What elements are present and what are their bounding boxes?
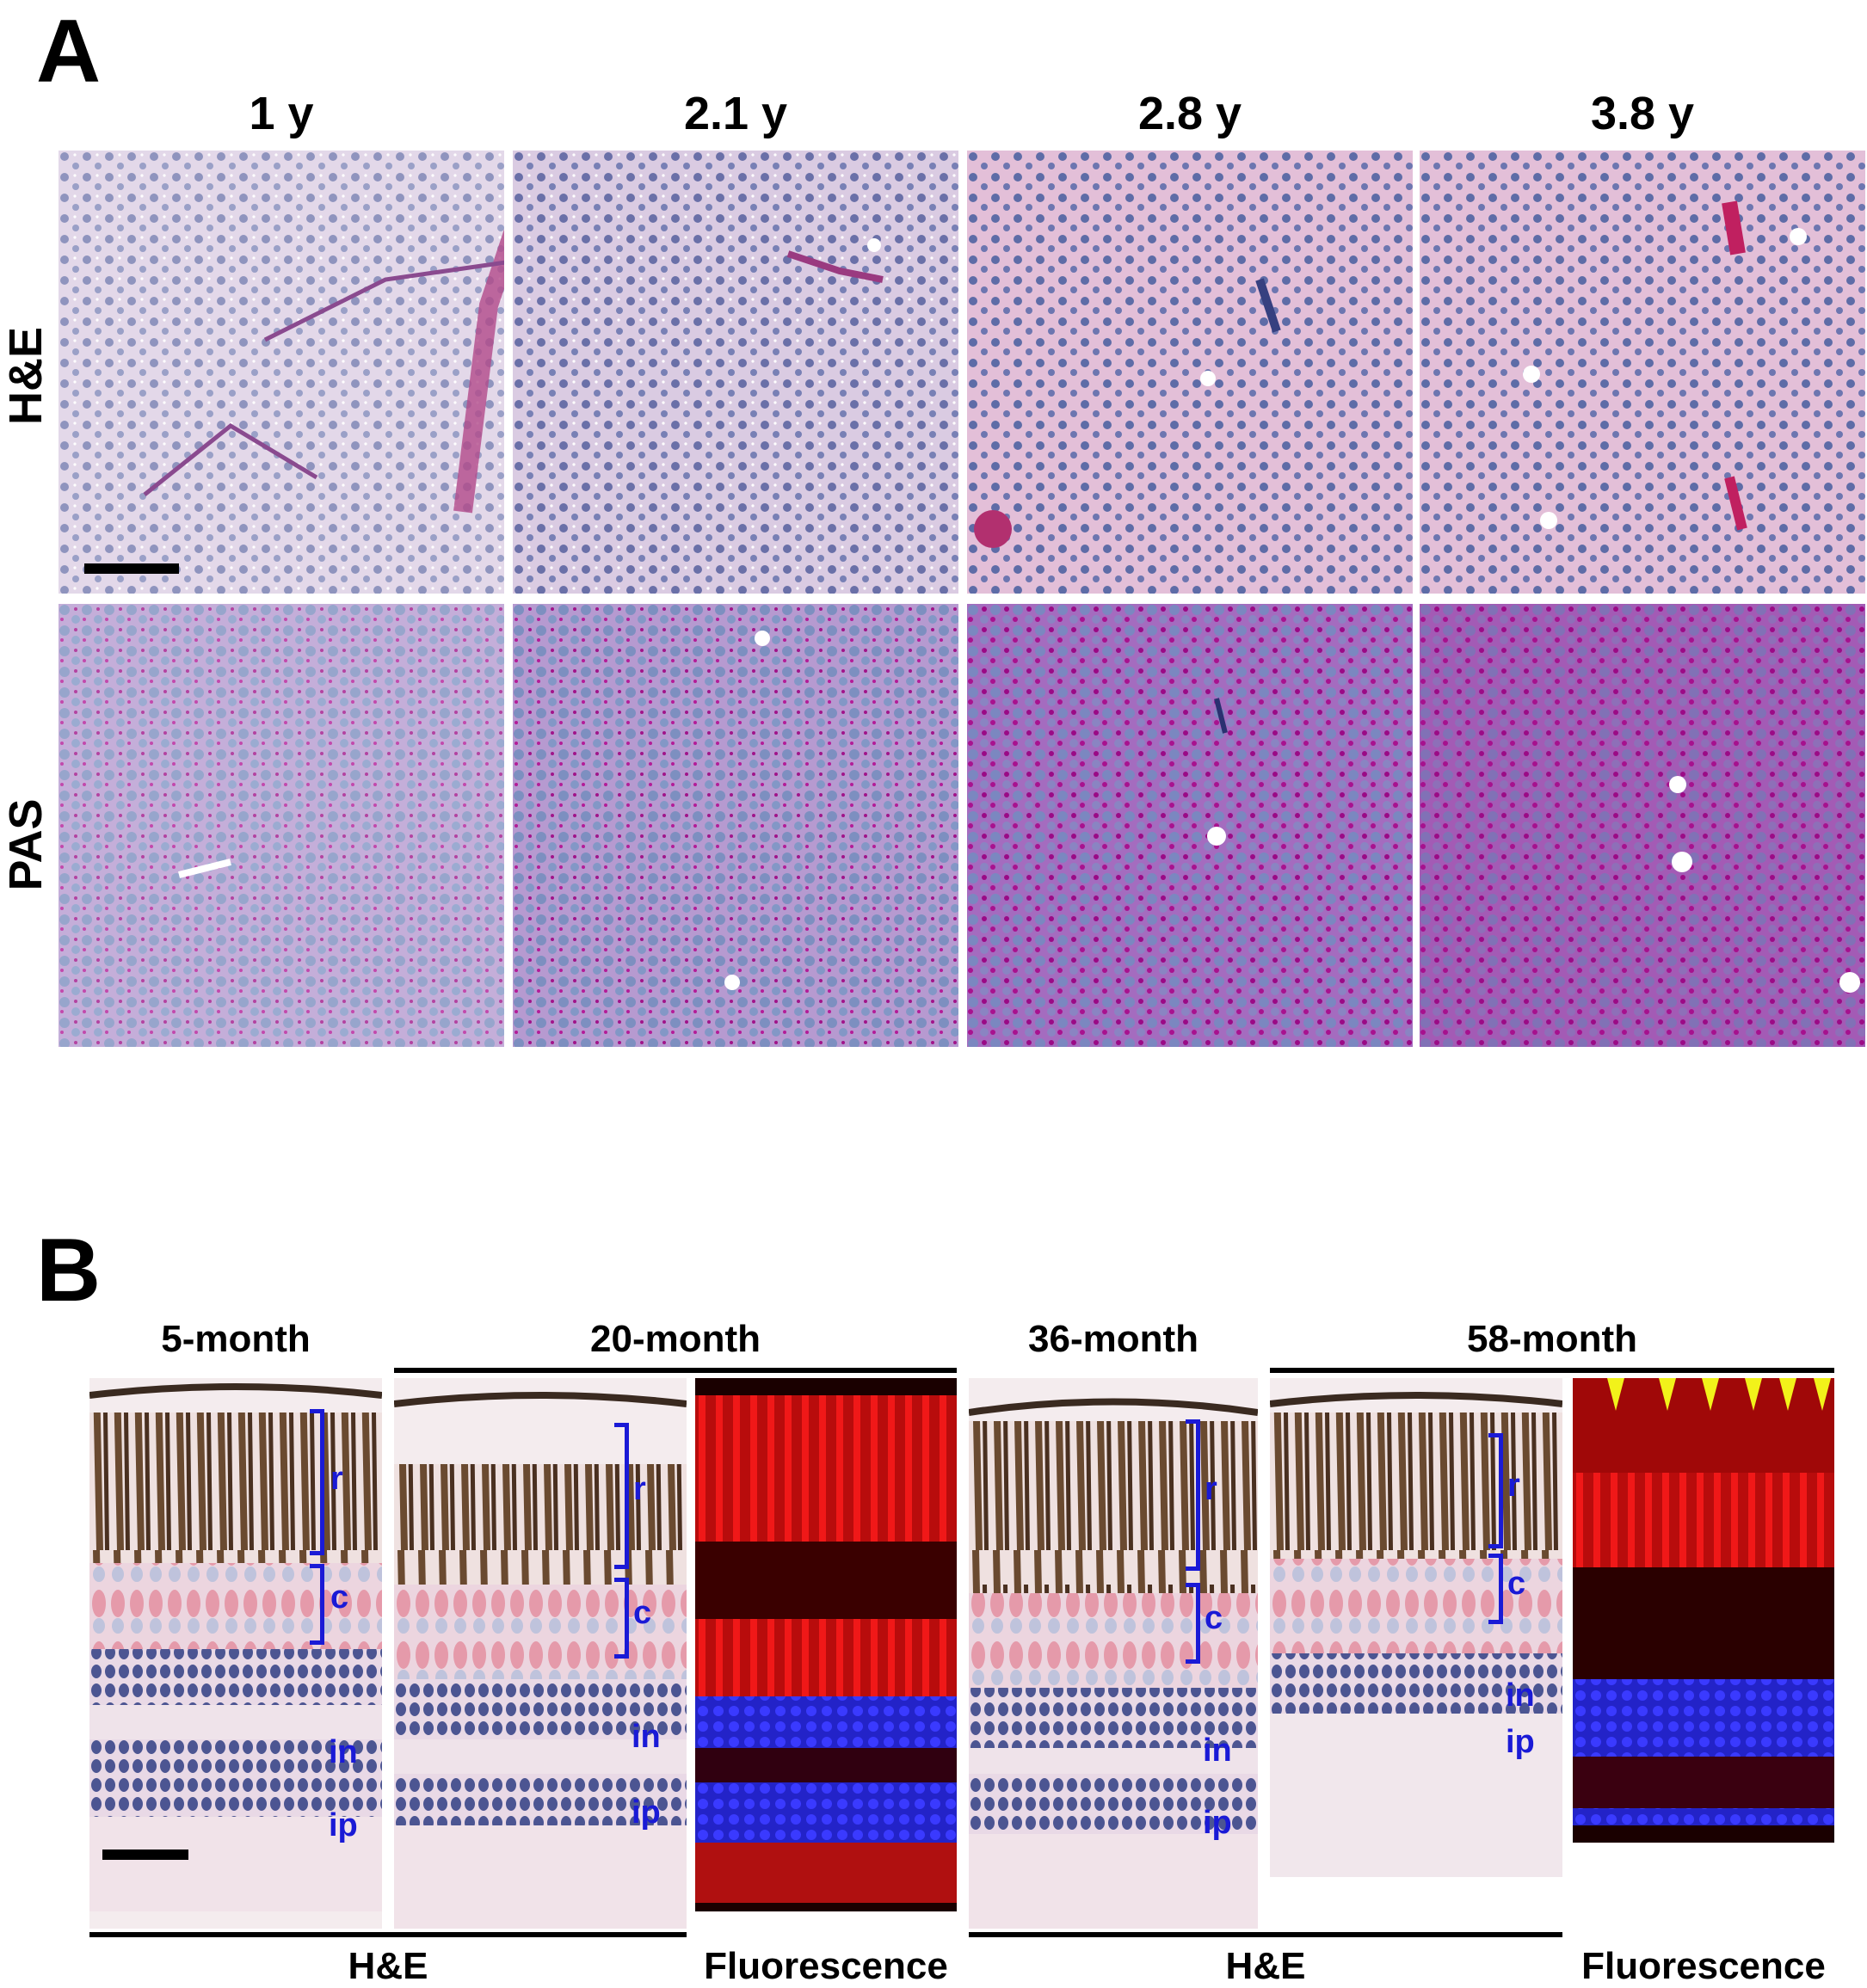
layer-label-r-58-month: r	[1507, 1468, 1520, 1504]
column-title-4: 3.8 y	[1590, 88, 1695, 139]
layer-label-ip-58-month: ip	[1506, 1724, 1535, 1760]
stain-label-he-right: H&E	[1225, 1945, 1306, 1987]
top-rule-20-month	[394, 1368, 957, 1373]
panel-b-letter: B	[36, 1221, 102, 1320]
bracket-r-58-month	[1488, 1433, 1503, 1548]
retina-he-5-month	[89, 1378, 382, 1929]
retina-fluorescence-20-month	[695, 1378, 957, 1911]
layer-label-c-5-month: c	[330, 1579, 349, 1616]
row-label-he: H&E	[0, 327, 52, 426]
pas-3.8y-micrograph	[1420, 604, 1865, 1047]
stain-label-he-left: H&E	[348, 1945, 428, 1987]
column-title-2: 2.1 y	[683, 88, 788, 139]
pas-2.1y-micrograph	[513, 604, 958, 1047]
pas-1y-micrograph	[59, 604, 504, 1047]
bracket-c-5-month	[310, 1564, 324, 1645]
bracket-c-36-month	[1186, 1583, 1200, 1664]
age-title-58-month: 58-month	[1467, 1318, 1637, 1360]
layer-label-r-36-month: r	[1205, 1471, 1217, 1507]
bracket-r-36-month	[1186, 1419, 1200, 1571]
layer-label-r-5-month: r	[330, 1461, 343, 1497]
bracket-c-58-month	[1488, 1554, 1503, 1624]
layer-label-ip-20-month: ip	[632, 1794, 661, 1831]
layer-label-r-20-month: r	[633, 1471, 646, 1507]
he-2.1y-micrograph	[513, 151, 958, 594]
bottom-rule-he-left	[89, 1932, 687, 1937]
panel-a-letter: A	[36, 2, 102, 102]
layer-label-ip-5-month: ip	[329, 1807, 358, 1843]
retina-he-58-month	[1270, 1378, 1562, 1877]
bracket-r-5-month	[310, 1409, 324, 1555]
bracket-c-20-month	[614, 1578, 629, 1659]
column-title-3: 2.8 y	[1137, 88, 1242, 139]
column-title-1: 1 y	[249, 88, 314, 139]
he-1y-micrograph	[59, 151, 504, 594]
top-rule-58-month	[1270, 1368, 1834, 1373]
age-title-20-month: 20-month	[590, 1318, 761, 1360]
layer-label-c-58-month: c	[1507, 1566, 1526, 1602]
bottom-rule-he-right	[969, 1932, 1562, 1937]
retina-he-36-month	[969, 1378, 1258, 1929]
he-2.8y-micrograph	[967, 151, 1413, 594]
retina-fluorescence-58-month	[1573, 1378, 1834, 1843]
layer-label-in-20-month: in	[632, 1719, 661, 1755]
pas-2.8y-micrograph	[967, 604, 1413, 1047]
layer-label-ip-36-month: ip	[1203, 1805, 1232, 1841]
layer-label-in-36-month: in	[1203, 1733, 1232, 1769]
layer-label-c-20-month: c	[633, 1595, 652, 1631]
age-title-36-month: 36-month	[1028, 1318, 1198, 1360]
stain-label-fluorescence-left: Fluorescence	[704, 1945, 948, 1987]
layer-label-c-36-month: c	[1205, 1600, 1223, 1636]
retina-he-20-month	[394, 1378, 687, 1929]
age-title-5-month: 5-month	[161, 1318, 311, 1360]
layer-label-in-5-month: in	[329, 1734, 358, 1770]
row-label-pas: PAS	[0, 798, 52, 891]
layer-label-in-58-month: in	[1506, 1677, 1535, 1714]
stain-label-fluorescence-right: Fluorescence	[1581, 1945, 1826, 1987]
bracket-r-20-month	[614, 1423, 629, 1569]
he-3.8y-micrograph	[1420, 151, 1865, 594]
